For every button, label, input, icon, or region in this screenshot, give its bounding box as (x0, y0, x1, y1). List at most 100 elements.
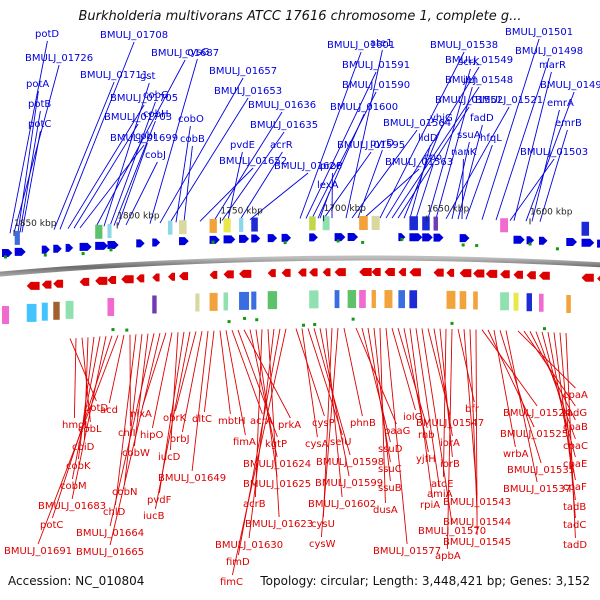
gene-label-forward[interactable]: BMULJ_01635 (250, 120, 318, 131)
gene-label-reverse[interactable]: cobL (78, 424, 102, 435)
gene-label-reverse[interactable]: dusA (373, 505, 398, 516)
gene-label-reverse[interactable]: iolG (403, 412, 422, 423)
gene-label-forward[interactable]: hfqL (480, 133, 502, 144)
gene-label-reverse[interactable]: BMULJ_01535 (507, 465, 575, 476)
gene-label-reverse[interactable]: prkA (278, 420, 301, 431)
gene-label-reverse[interactable]: chlI (118, 428, 136, 439)
gene-label-reverse[interactable]: acd (100, 405, 118, 416)
gene-label-reverse[interactable]: BMULJ_01691 (4, 546, 72, 557)
gene-label-forward[interactable]: proP (320, 161, 342, 172)
gene-label-reverse[interactable]: BMULJ_01544 (443, 517, 511, 528)
gene-label-reverse[interactable]: rpiA (420, 500, 440, 511)
gene-label-reverse[interactable]: selU (330, 437, 351, 448)
gene-label-reverse[interactable]: dltC (192, 414, 212, 425)
gene-label-reverse[interactable]: cpaE (563, 459, 587, 470)
gene-label-reverse[interactable]: acrA (250, 416, 273, 427)
gene-label-reverse[interactable]: chlD (103, 507, 126, 518)
gene-label-reverse[interactable]: iucD (158, 452, 181, 463)
gene-label-reverse[interactable]: cobN (112, 487, 137, 498)
gene-label-forward[interactable]: BMULJ_01705 (110, 93, 178, 104)
gene-label-reverse[interactable]: BMULJ_01545 (443, 537, 511, 548)
gene-label-reverse[interactable]: tadG (563, 408, 587, 419)
gene-label-reverse[interactable]: BMULJ_01625 (243, 479, 311, 490)
gene-label-reverse[interactable]: iorA (440, 438, 460, 449)
gene-label-forward[interactable]: BMULJ_01652 (219, 156, 287, 167)
gene-label-reverse[interactable]: iucB (143, 511, 165, 522)
gene-label-forward[interactable]: BMULJ_01687 (151, 48, 219, 59)
gene-label-forward[interactable]: scrK (458, 57, 480, 68)
gene-label-forward[interactable]: BMULJ_01657 (209, 66, 277, 77)
gene-label-forward[interactable]: BMULJ_01503 (520, 147, 588, 158)
gene-label-forward[interactable]: pvdE (230, 140, 255, 151)
gene-label-reverse[interactable]: cobW (122, 448, 150, 459)
gene-label-reverse[interactable]: cysW (309, 539, 336, 550)
gene-label-reverse[interactable]: BMULJ_01547 (416, 418, 484, 429)
gene-label-reverse[interactable]: obrK (163, 413, 187, 424)
gene-label-forward[interactable]: BMULJ_01600 (330, 102, 398, 113)
gene-label-forward[interactable]: BMULJ_01564 (383, 118, 451, 129)
gene-label-reverse[interactable]: fimA (233, 437, 256, 448)
gene-label-forward[interactable]: cobJ (145, 150, 166, 161)
gene-label-reverse[interactable]: rnb (418, 430, 435, 441)
gene-label-forward[interactable]: BMULJ_01563 (385, 157, 453, 168)
gene-label-forward[interactable]: BMULJ_01708 (100, 30, 168, 41)
gene-label-forward[interactable]: BMULJ_01498 (515, 46, 583, 57)
gene-label-forward[interactable]: BMULJ_01501 (505, 27, 573, 38)
gene-label-reverse[interactable]: BMULJ_01683 (38, 501, 106, 512)
gene-label-reverse[interactable]: paaG (384, 426, 410, 437)
gene-label-reverse[interactable]: ssuC (378, 464, 402, 475)
gene-label-reverse[interactable]: cpaF (563, 482, 587, 493)
gene-label-reverse[interactable]: ssuB (378, 483, 402, 494)
gene-label-forward[interactable]: ssuA (457, 130, 481, 141)
gene-label-reverse[interactable]: orbJ (170, 434, 190, 445)
gene-label-reverse[interactable]: pvdF (147, 495, 172, 506)
gene-label-reverse[interactable]: BMULJ_01524 (503, 408, 571, 419)
gene-label-forward[interactable]: lldD (418, 133, 438, 144)
gene-label-forward[interactable]: BMULJ_01549 (445, 55, 513, 66)
gene-label-reverse[interactable]: iorB (440, 459, 460, 470)
gene-label-reverse[interactable]: nixA (130, 409, 152, 420)
gene-label-reverse[interactable]: BMULJ_01525 (500, 429, 568, 440)
gene-label-forward[interactable]: ate1 (370, 38, 393, 49)
gene-label-forward[interactable]: potA (26, 79, 49, 90)
gene-label-forward[interactable]: potD (35, 29, 59, 40)
gene-label-reverse[interactable]: cysU (311, 519, 335, 530)
gene-label-forward[interactable]: potB (28, 99, 51, 110)
gene-label-reverse[interactable]: tadD (563, 540, 587, 551)
gene-label-forward[interactable]: cobG (143, 90, 169, 101)
gene-label-reverse[interactable]: apbA (435, 551, 461, 562)
gene-label-reverse[interactable]: BMULJ_01630 (215, 540, 283, 551)
gene-label-reverse[interactable]: BMULJ_01577 (373, 546, 441, 557)
gene-label-forward[interactable]: cpo (424, 152, 442, 163)
gene-label-reverse[interactable]: cpaA (563, 390, 588, 401)
gene-label-forward[interactable]: pyrD (370, 138, 394, 149)
gene-label-forward[interactable]: BMULJ_01636 (248, 100, 316, 111)
gene-label-forward[interactable]: cobI (135, 131, 156, 142)
gene-label-reverse[interactable]: BMULJ_01599 (315, 478, 383, 489)
gene-label-reverse[interactable]: cysA (305, 439, 329, 450)
gene-label-forward[interactable]: acrR (270, 140, 293, 151)
gene-label-reverse[interactable]: potC (40, 520, 63, 531)
gene-label-forward[interactable]: fadD (470, 113, 494, 124)
gene-label-reverse[interactable]: bfr (465, 404, 480, 415)
gene-label-forward[interactable]: potC (28, 119, 51, 130)
gene-label-forward[interactable]: BMULJ_01538 (430, 40, 498, 51)
gene-label-reverse[interactable]: BMULJ_01664 (76, 528, 144, 539)
gene-label-reverse[interactable]: fimD (226, 557, 250, 568)
gene-label-reverse[interactable]: ssuD (378, 444, 403, 455)
gene-label-forward[interactable]: BMULJ_01521 (475, 95, 543, 106)
gene-label-forward[interactable]: BMULJ_01591 (342, 60, 410, 71)
gene-label-reverse[interactable]: BMULJ_01665 (76, 547, 144, 558)
gene-label-forward[interactable]: nanK (451, 147, 477, 158)
gene-label-reverse[interactable]: tadB (563, 502, 586, 513)
gene-label-reverse[interactable]: fimC (220, 577, 243, 588)
gene-label-reverse[interactable]: acrB (243, 499, 266, 510)
gene-label-forward[interactable]: BMULJ_01490 (540, 80, 600, 91)
gene-label-reverse[interactable]: BMULJ_01623 (245, 519, 313, 530)
gene-label-reverse[interactable]: hipO (140, 430, 163, 441)
gene-label-reverse[interactable]: BMULJ_01624 (243, 459, 311, 470)
gene-label-reverse[interactable]: cbiD (72, 442, 95, 453)
gene-label-forward[interactable]: BMULJ_01711 (80, 70, 148, 81)
gene-label-forward[interactable]: lexA (317, 180, 339, 191)
gene-label-forward[interactable]: emrA (547, 98, 574, 109)
